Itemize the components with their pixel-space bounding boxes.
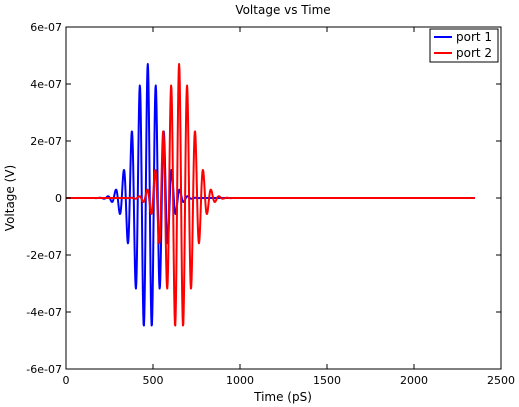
- y-tick-label: -2e-07: [26, 249, 62, 262]
- x-tick-label: 0: [63, 374, 70, 387]
- y-tick-label: -6e-07: [26, 363, 62, 376]
- x-tick-label: 2500: [487, 374, 515, 387]
- series-line-port-1: [65, 63, 476, 327]
- legend-label-port-1: port 1: [456, 30, 492, 44]
- x-tick-label: 1500: [313, 374, 341, 387]
- y-tick-label: 4e-07: [30, 78, 62, 91]
- y-tick-label: 6e-07: [30, 21, 62, 34]
- y-axis-label: Voltage (V): [3, 165, 17, 231]
- x-tick-label: 500: [143, 374, 164, 387]
- legend-box: [429, 28, 499, 63]
- plot-series-group: [65, 63, 476, 327]
- chart-title: Voltage vs Time: [235, 3, 330, 17]
- legend-label-port-2: port 2: [456, 46, 492, 60]
- x-tick-label: 2000: [400, 374, 428, 387]
- y-axis-ticks: -6e-07 -4e-07 -2e-07 0 2e-07 4e-07 6e-07: [26, 21, 501, 376]
- y-tick-label: 2e-07: [30, 135, 62, 148]
- series-line-port-2: [65, 63, 476, 327]
- x-tick-label: 1000: [226, 374, 254, 387]
- x-axis-label: Time (pS): [253, 390, 312, 404]
- y-tick-label: -4e-07: [26, 306, 62, 319]
- x-axis-ticks: 0 500 1000 1500 2000 2500: [63, 27, 515, 387]
- legend: port 1 port 2: [429, 28, 499, 63]
- y-tick-label: 0: [55, 192, 62, 205]
